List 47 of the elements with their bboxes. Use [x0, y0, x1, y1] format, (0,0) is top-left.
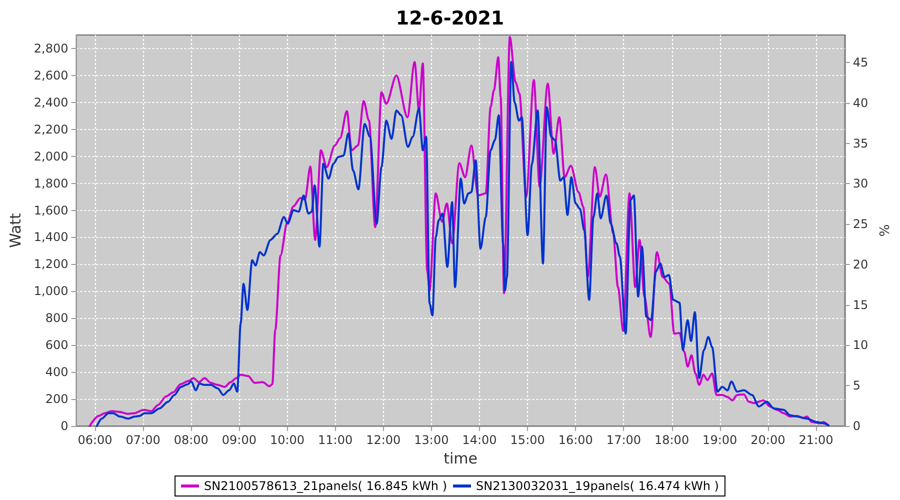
y2-axis-title: %: [878, 224, 893, 237]
x-tick-label: 14:00: [462, 433, 497, 447]
y2-tick-label: 20: [852, 257, 868, 272]
y2-tick-label: 45: [852, 55, 868, 70]
x-tick-label: 08:00: [174, 433, 208, 447]
x-tick-label: 06:00: [78, 433, 112, 447]
y-tick-label: 2,200: [34, 122, 68, 136]
x-tick-label: 17:00: [606, 433, 642, 447]
x-tick-label: 18:00: [654, 433, 690, 447]
y-tick-label: 2,400: [34, 95, 68, 110]
x-tick-label: 20:00: [750, 433, 786, 447]
x-tick-label: 21:00: [798, 433, 834, 447]
x-tick-label: 13:00: [414, 433, 449, 447]
y-tick-label: 1,200: [34, 257, 68, 272]
x-tick-label: 10:00: [270, 433, 305, 447]
x-axis-title: time: [444, 450, 478, 468]
legend-label: SN2130032031_19panels( 16.474 kWh ): [476, 479, 719, 493]
x-tick-label: 16:00: [558, 433, 593, 447]
y-tick-label: 400: [45, 365, 68, 380]
chart-title: 12-6-2021: [396, 8, 504, 30]
y-tick-label: 800: [45, 311, 68, 326]
y-tick-label: 600: [45, 338, 68, 352]
y-axis-title: Watt: [6, 212, 24, 248]
y-tick-label: 1,000: [34, 284, 68, 298]
y-tick-label: 1,600: [34, 203, 68, 218]
y2-tick-label: 30: [852, 176, 868, 191]
y-tick-label: 2,600: [34, 68, 68, 82]
x-tick-label: 12:00: [366, 433, 401, 447]
y2-tick-label: 10: [852, 338, 868, 352]
y-tick-label: 200: [45, 392, 68, 406]
x-tick-label: 07:00: [126, 433, 160, 447]
y2-tick-label: 0: [852, 419, 860, 433]
x-tick-label: 09:00: [222, 433, 256, 447]
y-tick-label: 2,800: [34, 41, 68, 56]
y-tick-label: 1,800: [34, 176, 68, 190]
x-tick-label: 19:00: [702, 433, 738, 447]
x-tick-label: 11:00: [318, 433, 353, 447]
y2-tick-label: 35: [852, 136, 868, 150]
y2-tick-label: 5: [852, 378, 860, 393]
y2-tick-label: 15: [852, 298, 868, 312]
y-tick-label: 2,000: [34, 149, 68, 164]
y-tick-label: 1,400: [34, 230, 68, 244]
y-tick-label: 0: [60, 419, 68, 433]
y2-tick-label: 40: [852, 96, 868, 110]
x-tick-label: 15:00: [510, 433, 545, 447]
y2-tick-label: 25: [852, 217, 868, 232]
legend-label: SN2100578613_21panels( 16.845 kWh ): [204, 479, 448, 493]
